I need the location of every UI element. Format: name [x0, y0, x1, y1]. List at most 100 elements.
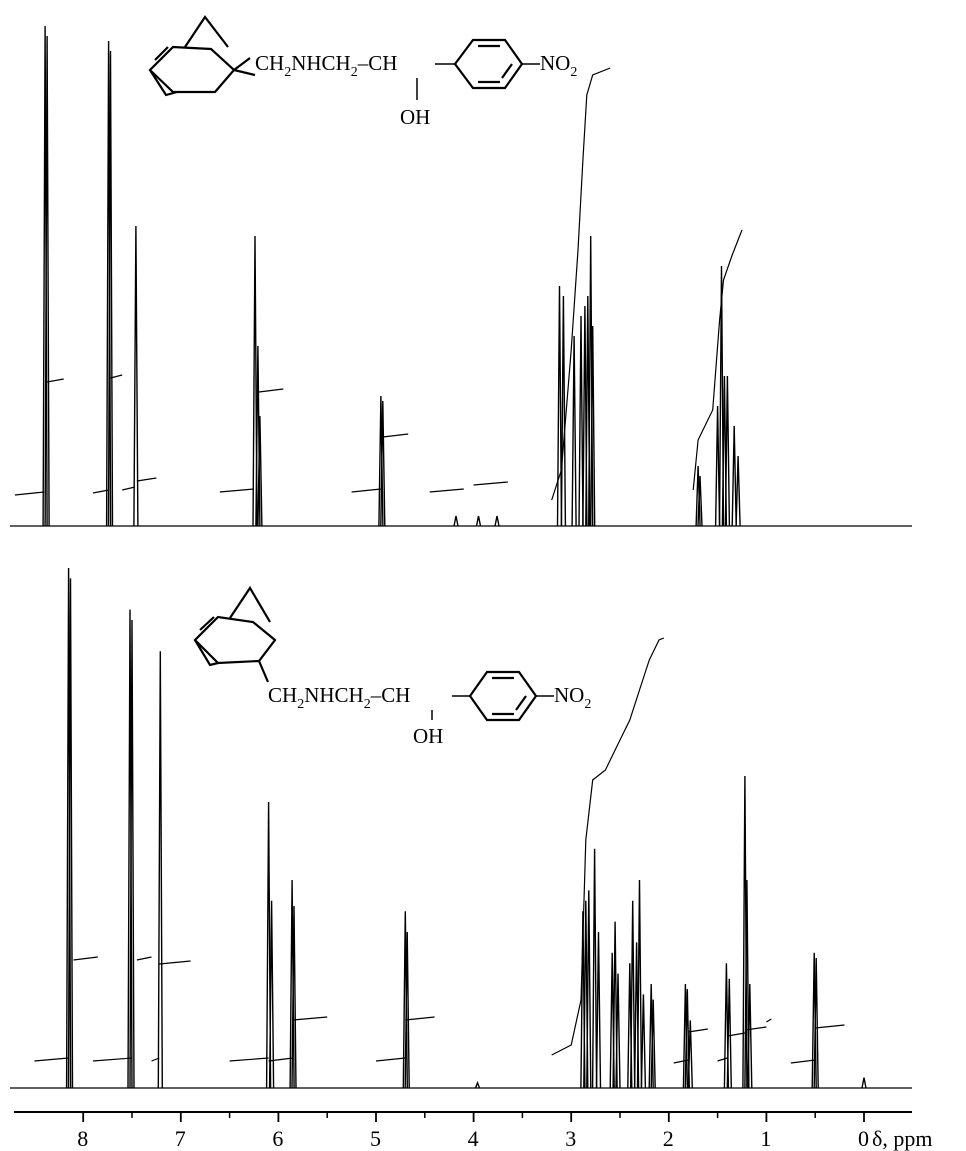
bottom-struct-oh: OH — [413, 724, 443, 748]
x-axis-tick-label-8: 8 — [77, 1126, 88, 1151]
top-integral-step-2 — [92, 489, 109, 494]
bottom-peaks — [65, 567, 867, 1089]
bot-integral-step-12 — [688, 1028, 708, 1033]
bot-peak-4 — [157, 651, 163, 1089]
top-struct-ch2: CH2NHCH2–CH — [255, 51, 397, 80]
bot-peak-29 — [687, 1020, 693, 1089]
top-integral-step-1 — [46, 378, 64, 383]
bot-peak-6 — [268, 900, 275, 1089]
top-peak-1 — [44, 35, 50, 527]
top-integral-step-4 — [122, 486, 136, 491]
bot-integral-step-13 — [717, 1057, 728, 1062]
top-peak-13 — [556, 285, 563, 527]
bot-peak-21 — [630, 900, 636, 1089]
bot-peak-24 — [640, 994, 647, 1089]
bot-peak-14 — [586, 890, 592, 1089]
top-peak-27 — [731, 425, 737, 527]
top-integral-step-8 — [351, 488, 381, 493]
top-peak-2 — [105, 40, 112, 527]
bot-peak-27 — [682, 983, 689, 1089]
bot-peak-8 — [291, 905, 297, 1089]
top-peak-22 — [697, 475, 703, 527]
top-peak-23 — [714, 405, 721, 527]
top-peak-4 — [133, 225, 139, 527]
bot-peak-11 — [474, 1080, 481, 1089]
top-peaks — [42, 25, 741, 527]
top-peak-15 — [571, 335, 577, 527]
bot-peak-1 — [67, 578, 74, 1089]
bot-integral-step-8 — [292, 1016, 328, 1021]
bot-integral-step-18 — [815, 1024, 845, 1029]
x-axis-unit-label: δ, ppm — [872, 1126, 932, 1151]
bottom-molecule-structure: CH2NHCH2–CH OH NO2 — [193, 585, 591, 748]
top-peak-24 — [718, 265, 725, 527]
bot-integral-step-6 — [229, 1057, 269, 1062]
top-peak-20 — [590, 325, 596, 527]
top-integral-step-9 — [382, 433, 409, 438]
bot-peak-19 — [615, 973, 621, 1089]
bottom-integral-curve — [551, 637, 665, 1056]
top-integral-step-0 — [14, 491, 45, 496]
top-struct-no2: NO2 — [540, 51, 577, 80]
bot-peak-31 — [726, 978, 732, 1089]
bot-peak-3 — [129, 619, 135, 1089]
x-axis-tick-labels: 8 7 6 5 4 3 2 1 0 — [77, 1126, 869, 1151]
bot-peak-36 — [813, 957, 819, 1089]
top-peak-14 — [560, 295, 567, 527]
top-peak-10 — [453, 515, 459, 527]
bottom-spectrum-panel — [10, 567, 912, 1089]
bottom-struct-ch2: CH2NHCH2–CH — [268, 683, 410, 712]
top-integral-step-10 — [429, 488, 464, 493]
bot-integral-step-3 — [136, 956, 152, 961]
top-peak-28 — [735, 455, 741, 527]
top-peak-11 — [475, 515, 482, 527]
bot-integral-step-2 — [92, 1057, 133, 1062]
x-axis-tick-label-5: 5 — [370, 1126, 381, 1151]
top-struct-oh: OH — [400, 105, 430, 129]
x-axis-tick-label-1: 1 — [760, 1126, 771, 1151]
x-axis-tick-label-6: 6 — [272, 1126, 283, 1151]
top-peak-16 — [578, 315, 584, 527]
bot-peak-34 — [747, 983, 753, 1089]
top-molecule-structure: CH2NHCH2–CH OH NO2 — [148, 15, 577, 129]
bot-integral-step-0 — [34, 1057, 69, 1062]
bottom-struct-no2: NO2 — [554, 683, 591, 712]
bot-integral-step-10 — [405, 1016, 435, 1021]
top-peak-8 — [378, 395, 384, 527]
top-peak-12 — [494, 515, 500, 527]
x-axis-tick-label-2: 2 — [663, 1126, 674, 1151]
bot-integral-step-16 — [766, 1018, 772, 1023]
top-spectrum-panel — [10, 25, 912, 527]
bot-peak-15 — [591, 848, 598, 1089]
top-peak-26 — [724, 375, 731, 527]
bottom-norbornene-ring — [193, 585, 277, 683]
top-integral-step-6 — [219, 488, 255, 493]
top-peak-7 — [257, 415, 263, 527]
bot-peak-0 — [65, 567, 72, 1089]
x-axis-ticks — [82, 1112, 865, 1122]
bot-integral-step-1 — [73, 956, 98, 961]
top-integral-step-5 — [136, 477, 157, 482]
top-peak-3 — [107, 50, 114, 527]
x-axis-tick-label-7: 7 — [175, 1126, 186, 1151]
x-axis-tick-label-0: 0 — [858, 1126, 869, 1151]
bot-integral-step-5 — [159, 960, 191, 965]
top-peak-9 — [380, 400, 386, 527]
top-integral-step-11 — [473, 481, 508, 486]
bot-peak-16 — [595, 931, 602, 1089]
bot-peak-26 — [650, 999, 656, 1089]
x-axis-tick-label-3: 3 — [565, 1126, 576, 1151]
x-axis: 8 7 6 5 4 3 2 1 0 δ, ppm — [14, 1111, 932, 1151]
top-norbornene-ring — [148, 15, 256, 97]
top-integral-curve — [551, 67, 743, 501]
bot-peak-23 — [636, 879, 643, 1089]
top-integral-step-7 — [258, 388, 284, 393]
bot-integral-step-9 — [375, 1057, 406, 1062]
bot-peak-33 — [744, 879, 750, 1089]
x-axis-tick-label-4: 4 — [468, 1126, 479, 1151]
bottom-benzene-ring — [468, 670, 538, 722]
bot-peak-37 — [861, 1077, 867, 1089]
bot-integral-step-17 — [790, 1059, 816, 1064]
